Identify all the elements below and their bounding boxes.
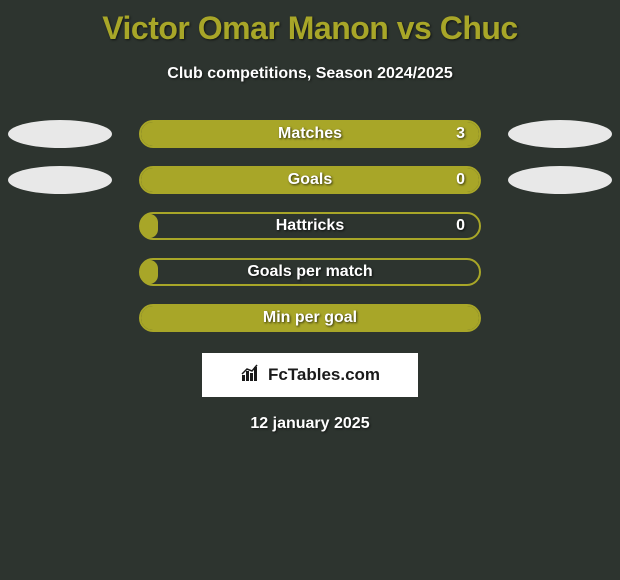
player-left-marker bbox=[8, 166, 112, 194]
stat-row: Goals per match bbox=[0, 249, 620, 295]
stat-label: Goals per match bbox=[247, 263, 372, 281]
stat-label: Min per goal bbox=[263, 309, 357, 327]
stat-bar: Hattricks 0 bbox=[139, 212, 481, 240]
bar-chart-icon bbox=[240, 363, 262, 388]
stat-label: Hattricks bbox=[276, 217, 344, 235]
stat-bar-fill bbox=[141, 260, 158, 284]
player-right-marker bbox=[508, 120, 612, 148]
stat-value: 0 bbox=[456, 217, 465, 235]
stat-row: Min per goal bbox=[0, 295, 620, 341]
logo-text: FcTables.com bbox=[268, 365, 380, 385]
stat-bar: Goals 0 bbox=[139, 166, 481, 194]
comparison-chart: Matches 3 Goals 0 Hattricks 0 Goals per match M… bbox=[0, 111, 620, 341]
stat-bar-fill bbox=[141, 214, 158, 238]
stat-label: Matches bbox=[278, 125, 342, 143]
stat-bar: Matches 3 bbox=[139, 120, 481, 148]
stat-row: Hattricks 0 bbox=[0, 203, 620, 249]
page-title: Victor Omar Manon vs Chuc bbox=[0, 0, 620, 47]
stat-value: 0 bbox=[456, 171, 465, 189]
subtitle: Club competitions, Season 2024/2025 bbox=[0, 65, 620, 83]
fctables-logo[interactable]: FcTables.com bbox=[202, 353, 418, 397]
stat-row: Matches 3 bbox=[0, 111, 620, 157]
stat-value: 3 bbox=[456, 125, 465, 143]
player-left-marker bbox=[8, 120, 112, 148]
player-right-marker bbox=[508, 166, 612, 194]
stat-row: Goals 0 bbox=[0, 157, 620, 203]
date-line: 12 january 2025 bbox=[0, 415, 620, 433]
stat-label: Goals bbox=[288, 171, 332, 189]
stat-bar: Goals per match bbox=[139, 258, 481, 286]
stat-bar: Min per goal bbox=[139, 304, 481, 332]
